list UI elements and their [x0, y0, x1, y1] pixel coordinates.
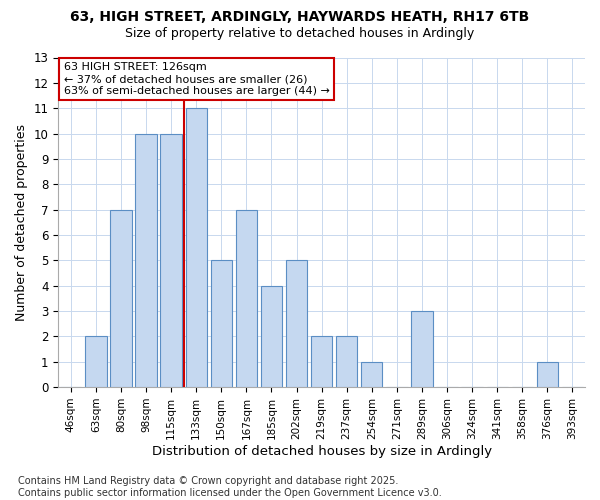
Bar — [537, 362, 558, 387]
Bar — [286, 260, 307, 387]
Bar — [160, 134, 182, 387]
Bar — [85, 336, 107, 387]
Bar — [361, 362, 382, 387]
Bar — [211, 260, 232, 387]
Bar — [185, 108, 207, 387]
Bar — [236, 210, 257, 387]
Bar — [412, 311, 433, 387]
Text: Size of property relative to detached houses in Ardingly: Size of property relative to detached ho… — [125, 28, 475, 40]
Text: 63 HIGH STREET: 126sqm
← 37% of detached houses are smaller (26)
63% of semi-det: 63 HIGH STREET: 126sqm ← 37% of detached… — [64, 62, 329, 96]
Bar — [261, 286, 282, 387]
Text: Contains HM Land Registry data © Crown copyright and database right 2025.
Contai: Contains HM Land Registry data © Crown c… — [18, 476, 442, 498]
Text: 63, HIGH STREET, ARDINGLY, HAYWARDS HEATH, RH17 6TB: 63, HIGH STREET, ARDINGLY, HAYWARDS HEAT… — [70, 10, 530, 24]
Y-axis label: Number of detached properties: Number of detached properties — [15, 124, 28, 321]
Bar — [336, 336, 358, 387]
Bar — [110, 210, 131, 387]
X-axis label: Distribution of detached houses by size in Ardingly: Distribution of detached houses by size … — [152, 444, 492, 458]
Bar — [311, 336, 332, 387]
Bar — [136, 134, 157, 387]
